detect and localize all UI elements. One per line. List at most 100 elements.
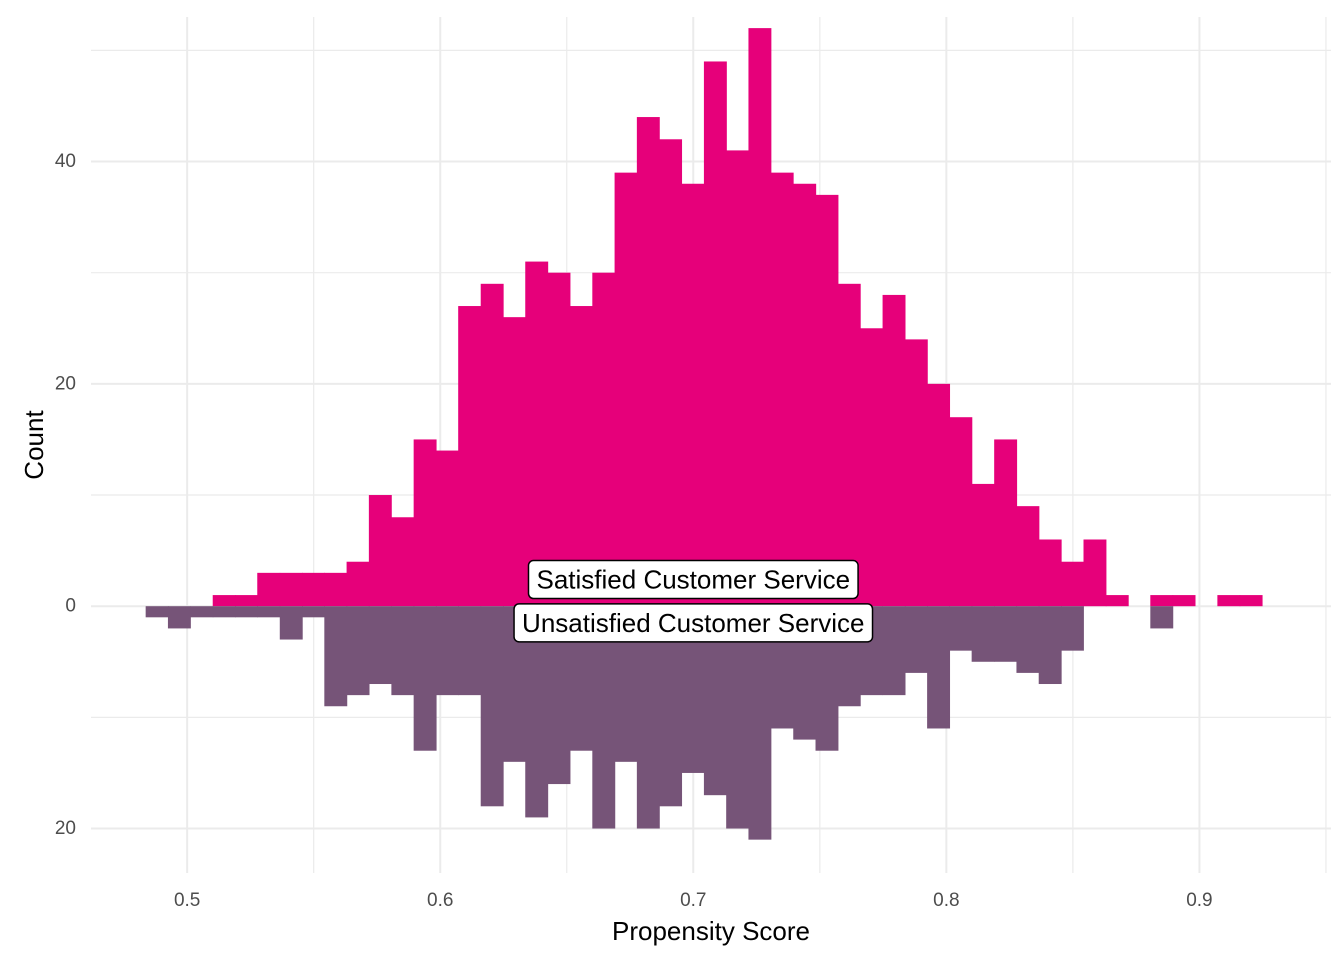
bars (145, 28, 1263, 840)
bar-satisfied (815, 194, 839, 607)
x-tick-label: 0.5 (174, 890, 200, 911)
bar-unsatisfied (748, 606, 772, 840)
bar-satisfied (592, 272, 616, 607)
bar-satisfied (391, 517, 415, 607)
bar-satisfied (1038, 539, 1062, 607)
bar-unsatisfied (994, 606, 1018, 662)
bar-satisfied (435, 450, 459, 607)
bar-satisfied (659, 139, 683, 607)
bar-satisfied (302, 572, 325, 607)
bar-unsatisfied (703, 606, 727, 796)
bar-satisfied (994, 439, 1018, 607)
bar-satisfied (525, 261, 549, 607)
x-tick-label: 0.8 (933, 890, 959, 911)
bar-unsatisfied (257, 606, 281, 618)
bar-unsatisfied (1038, 606, 1062, 685)
bar-satisfied (212, 595, 236, 607)
bar-unsatisfied (1150, 606, 1174, 629)
bar-satisfied (837, 283, 861, 607)
bar-unsatisfied (1016, 606, 1040, 673)
bar-unsatisfied (413, 606, 437, 751)
bar-unsatisfied (726, 606, 750, 829)
bar-unsatisfied (614, 606, 638, 762)
bar-unsatisfied (927, 606, 951, 729)
bar-satisfied (949, 417, 973, 607)
bar-satisfied (1016, 506, 1040, 607)
bar-satisfied (480, 283, 504, 607)
x-tick-label: 0.6 (427, 890, 453, 911)
bar-unsatisfied (480, 606, 504, 807)
bar-satisfied (324, 572, 348, 607)
bar-satisfied (681, 183, 705, 607)
x-axis-title: Propensity Score (612, 916, 810, 946)
bar-unsatisfied (391, 606, 415, 696)
bar-satisfied (502, 317, 526, 607)
group-label-box-satisfied (527, 559, 859, 600)
bar-unsatisfied (324, 606, 348, 707)
bar-unsatisfied (368, 606, 392, 685)
bar-unsatisfied (458, 606, 482, 696)
bar-unsatisfied (302, 606, 325, 618)
bar-satisfied (1105, 595, 1129, 607)
bar-satisfied (279, 572, 303, 607)
bar-unsatisfied (190, 606, 214, 618)
bar-unsatisfied (1060, 606, 1084, 651)
bar-satisfied (726, 150, 750, 607)
bar-unsatisfied (547, 606, 571, 785)
bar-unsatisfied (659, 606, 683, 807)
bar-unsatisfied (502, 606, 526, 762)
x-tick-label: 0.9 (1186, 890, 1212, 911)
bar-unsatisfied (636, 606, 660, 829)
bar-unsatisfied (435, 606, 459, 696)
bar-satisfied (793, 183, 817, 607)
bar-unsatisfied (681, 606, 705, 773)
bar-satisfied (1060, 561, 1084, 607)
bar-unsatisfied (167, 606, 191, 629)
bar-satisfied (860, 328, 883, 607)
bar-unsatisfied (346, 606, 370, 696)
x-tick-label: 0.7 (680, 890, 706, 911)
bar-satisfied (569, 306, 593, 607)
y-tick-label: 0 (65, 596, 76, 617)
bar-satisfied (547, 272, 571, 607)
bar-satisfied (770, 172, 794, 607)
bar-unsatisfied (592, 606, 616, 829)
bar-satisfied (458, 306, 482, 607)
bar-unsatisfied (882, 606, 906, 696)
bar-unsatisfied (904, 606, 928, 673)
bar-satisfied (882, 294, 906, 607)
bar-unsatisfied (525, 606, 549, 818)
bar-satisfied (1172, 595, 1196, 607)
bar-satisfied (614, 172, 638, 607)
bar-satisfied (703, 61, 727, 607)
bar-satisfied (413, 439, 437, 607)
bar-satisfied (234, 595, 258, 607)
y-tick-label: 20 (55, 818, 76, 839)
y-axis-title: Count (19, 410, 49, 480)
bar-unsatisfied (949, 606, 973, 651)
group-label-box-unsatisfied (513, 603, 874, 643)
bar-unsatisfied (971, 606, 995, 662)
bar-satisfied (257, 572, 281, 607)
group-labels: Satisfied Customer Service Unsatisfied C… (513, 559, 874, 643)
bar-satisfied (971, 483, 995, 607)
bar-satisfied (904, 339, 928, 607)
bar-satisfied (1239, 595, 1263, 607)
bar-satisfied (1083, 539, 1107, 607)
tick-labels: 0.5 0.6 0.7 0.8 0.9 20 0 20 40 (55, 151, 1213, 911)
bar-satisfied (346, 561, 370, 607)
bar-satisfied (927, 383, 951, 607)
bar-satisfied (1150, 595, 1174, 607)
y-tick-label: 40 (55, 151, 76, 172)
group-label-satisfied: Satisfied Customer Service (537, 565, 851, 595)
bar-satisfied (1217, 595, 1241, 607)
bar-unsatisfied (234, 606, 258, 618)
group-label-unsatisfied: Unsatisfied Customer Service (522, 608, 864, 638)
bar-satisfied (748, 28, 772, 607)
bar-unsatisfied (279, 606, 303, 640)
bar-unsatisfied (212, 606, 236, 618)
bar-satisfied (368, 495, 392, 607)
bar-unsatisfied (145, 606, 169, 618)
y-tick-label: 20 (55, 373, 76, 394)
